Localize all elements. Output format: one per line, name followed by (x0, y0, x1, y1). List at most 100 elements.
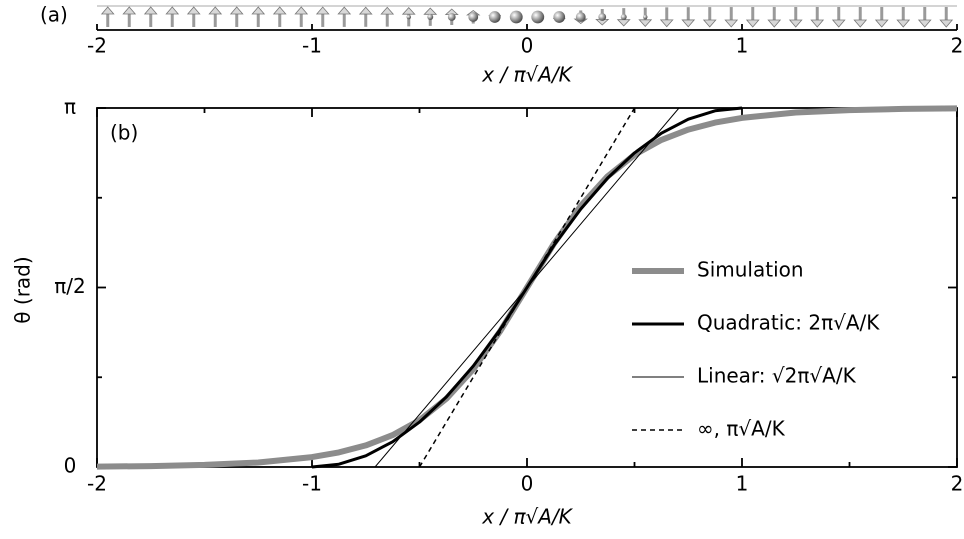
y-tick-label: π/2 (54, 274, 86, 298)
spin (573, 10, 588, 25)
spin-head (896, 19, 911, 28)
spin (831, 7, 846, 28)
x-tick-label: 1 (736, 472, 749, 496)
spin (853, 7, 868, 28)
spin-head (229, 6, 244, 15)
panel-label: (b) (110, 121, 138, 145)
spin-sphere (531, 10, 545, 24)
spin (380, 6, 395, 27)
x-tick-label: -2 (87, 472, 107, 496)
spin (423, 7, 438, 26)
spin-head (917, 19, 932, 28)
spin-head (767, 19, 782, 28)
spin-head (681, 19, 696, 28)
spin-head (337, 6, 352, 15)
spin (229, 6, 244, 27)
spin (745, 7, 760, 28)
spin-head (315, 6, 330, 15)
spin (337, 6, 352, 27)
spin (917, 7, 932, 28)
spin-sphere (447, 13, 456, 21)
spin (488, 11, 501, 23)
spin (595, 8, 610, 26)
spin (294, 6, 309, 27)
spin (724, 7, 739, 28)
y-tick-label: 0 (64, 454, 77, 478)
spin-head (208, 6, 223, 15)
x-tick-label: -1 (302, 472, 322, 496)
spin (165, 6, 180, 27)
spin (401, 7, 416, 27)
spin-head (401, 7, 416, 15)
spin (874, 7, 889, 28)
spin-sphere (468, 12, 479, 22)
spin (315, 6, 330, 27)
spin (531, 10, 545, 24)
spin-head (939, 19, 954, 28)
spin-head (251, 6, 266, 15)
x-axis-label: x / π√A/K (481, 505, 573, 529)
x-tick-label: 1 (736, 34, 749, 58)
spin-sphere (406, 14, 411, 20)
spin (208, 6, 223, 27)
legend-label: Quadratic: 2π√A/K (697, 311, 880, 335)
spin (143, 6, 158, 27)
spin (702, 7, 717, 28)
spin-sphere (427, 14, 434, 20)
spin-head (380, 6, 395, 15)
spin-sphere (553, 11, 566, 23)
spin (466, 9, 481, 24)
spin-head (100, 6, 115, 15)
spin-head (659, 19, 674, 28)
panel-label: (a) (40, 3, 68, 27)
spin-head (874, 19, 889, 28)
spin (509, 10, 523, 24)
spin-head (788, 19, 803, 28)
spin (616, 8, 631, 27)
spin-sphere (509, 10, 523, 24)
spin-head (272, 6, 287, 15)
spin (358, 6, 373, 27)
spin-head (853, 19, 868, 28)
spin-sphere (488, 11, 501, 23)
spin-sphere (620, 14, 627, 20)
spin (767, 7, 782, 28)
spin-head (616, 19, 631, 27)
spin-head (831, 19, 846, 28)
spin (122, 6, 137, 27)
x-tick-label: -1 (302, 34, 322, 58)
spin (100, 6, 115, 27)
x-axis-label: x / π√A/K (481, 63, 573, 87)
y-axis-label: θ (rad) (11, 256, 35, 323)
spin-head (810, 19, 825, 28)
x-tick-label: 2 (951, 472, 964, 496)
spin-head (745, 19, 760, 28)
legend-label: ∞, π√A/K (697, 417, 786, 441)
x-tick-label: 0 (521, 472, 534, 496)
spin (939, 7, 954, 28)
spin-head (186, 6, 201, 15)
spin-head (638, 19, 653, 27)
spin-head (294, 6, 309, 15)
legend-label: Simulation (697, 258, 804, 282)
spin-sphere (643, 14, 648, 20)
spin-head (702, 19, 717, 28)
spin (251, 6, 266, 27)
spin (896, 7, 911, 28)
legend-label: Linear: √2π√A/K (697, 364, 857, 388)
x-tick-label: 0 (521, 34, 534, 58)
y-tick-label: π (64, 95, 76, 119)
spin-head (724, 19, 739, 28)
spin (444, 8, 459, 26)
spin (810, 7, 825, 28)
x-tick-label: -2 (87, 34, 107, 58)
spin (659, 7, 674, 28)
spin (272, 6, 287, 27)
spin (186, 6, 201, 27)
spin (553, 11, 566, 23)
spin-head (165, 6, 180, 15)
spin-sphere (575, 12, 586, 22)
series-line (418, 107, 636, 468)
spin (788, 7, 803, 28)
